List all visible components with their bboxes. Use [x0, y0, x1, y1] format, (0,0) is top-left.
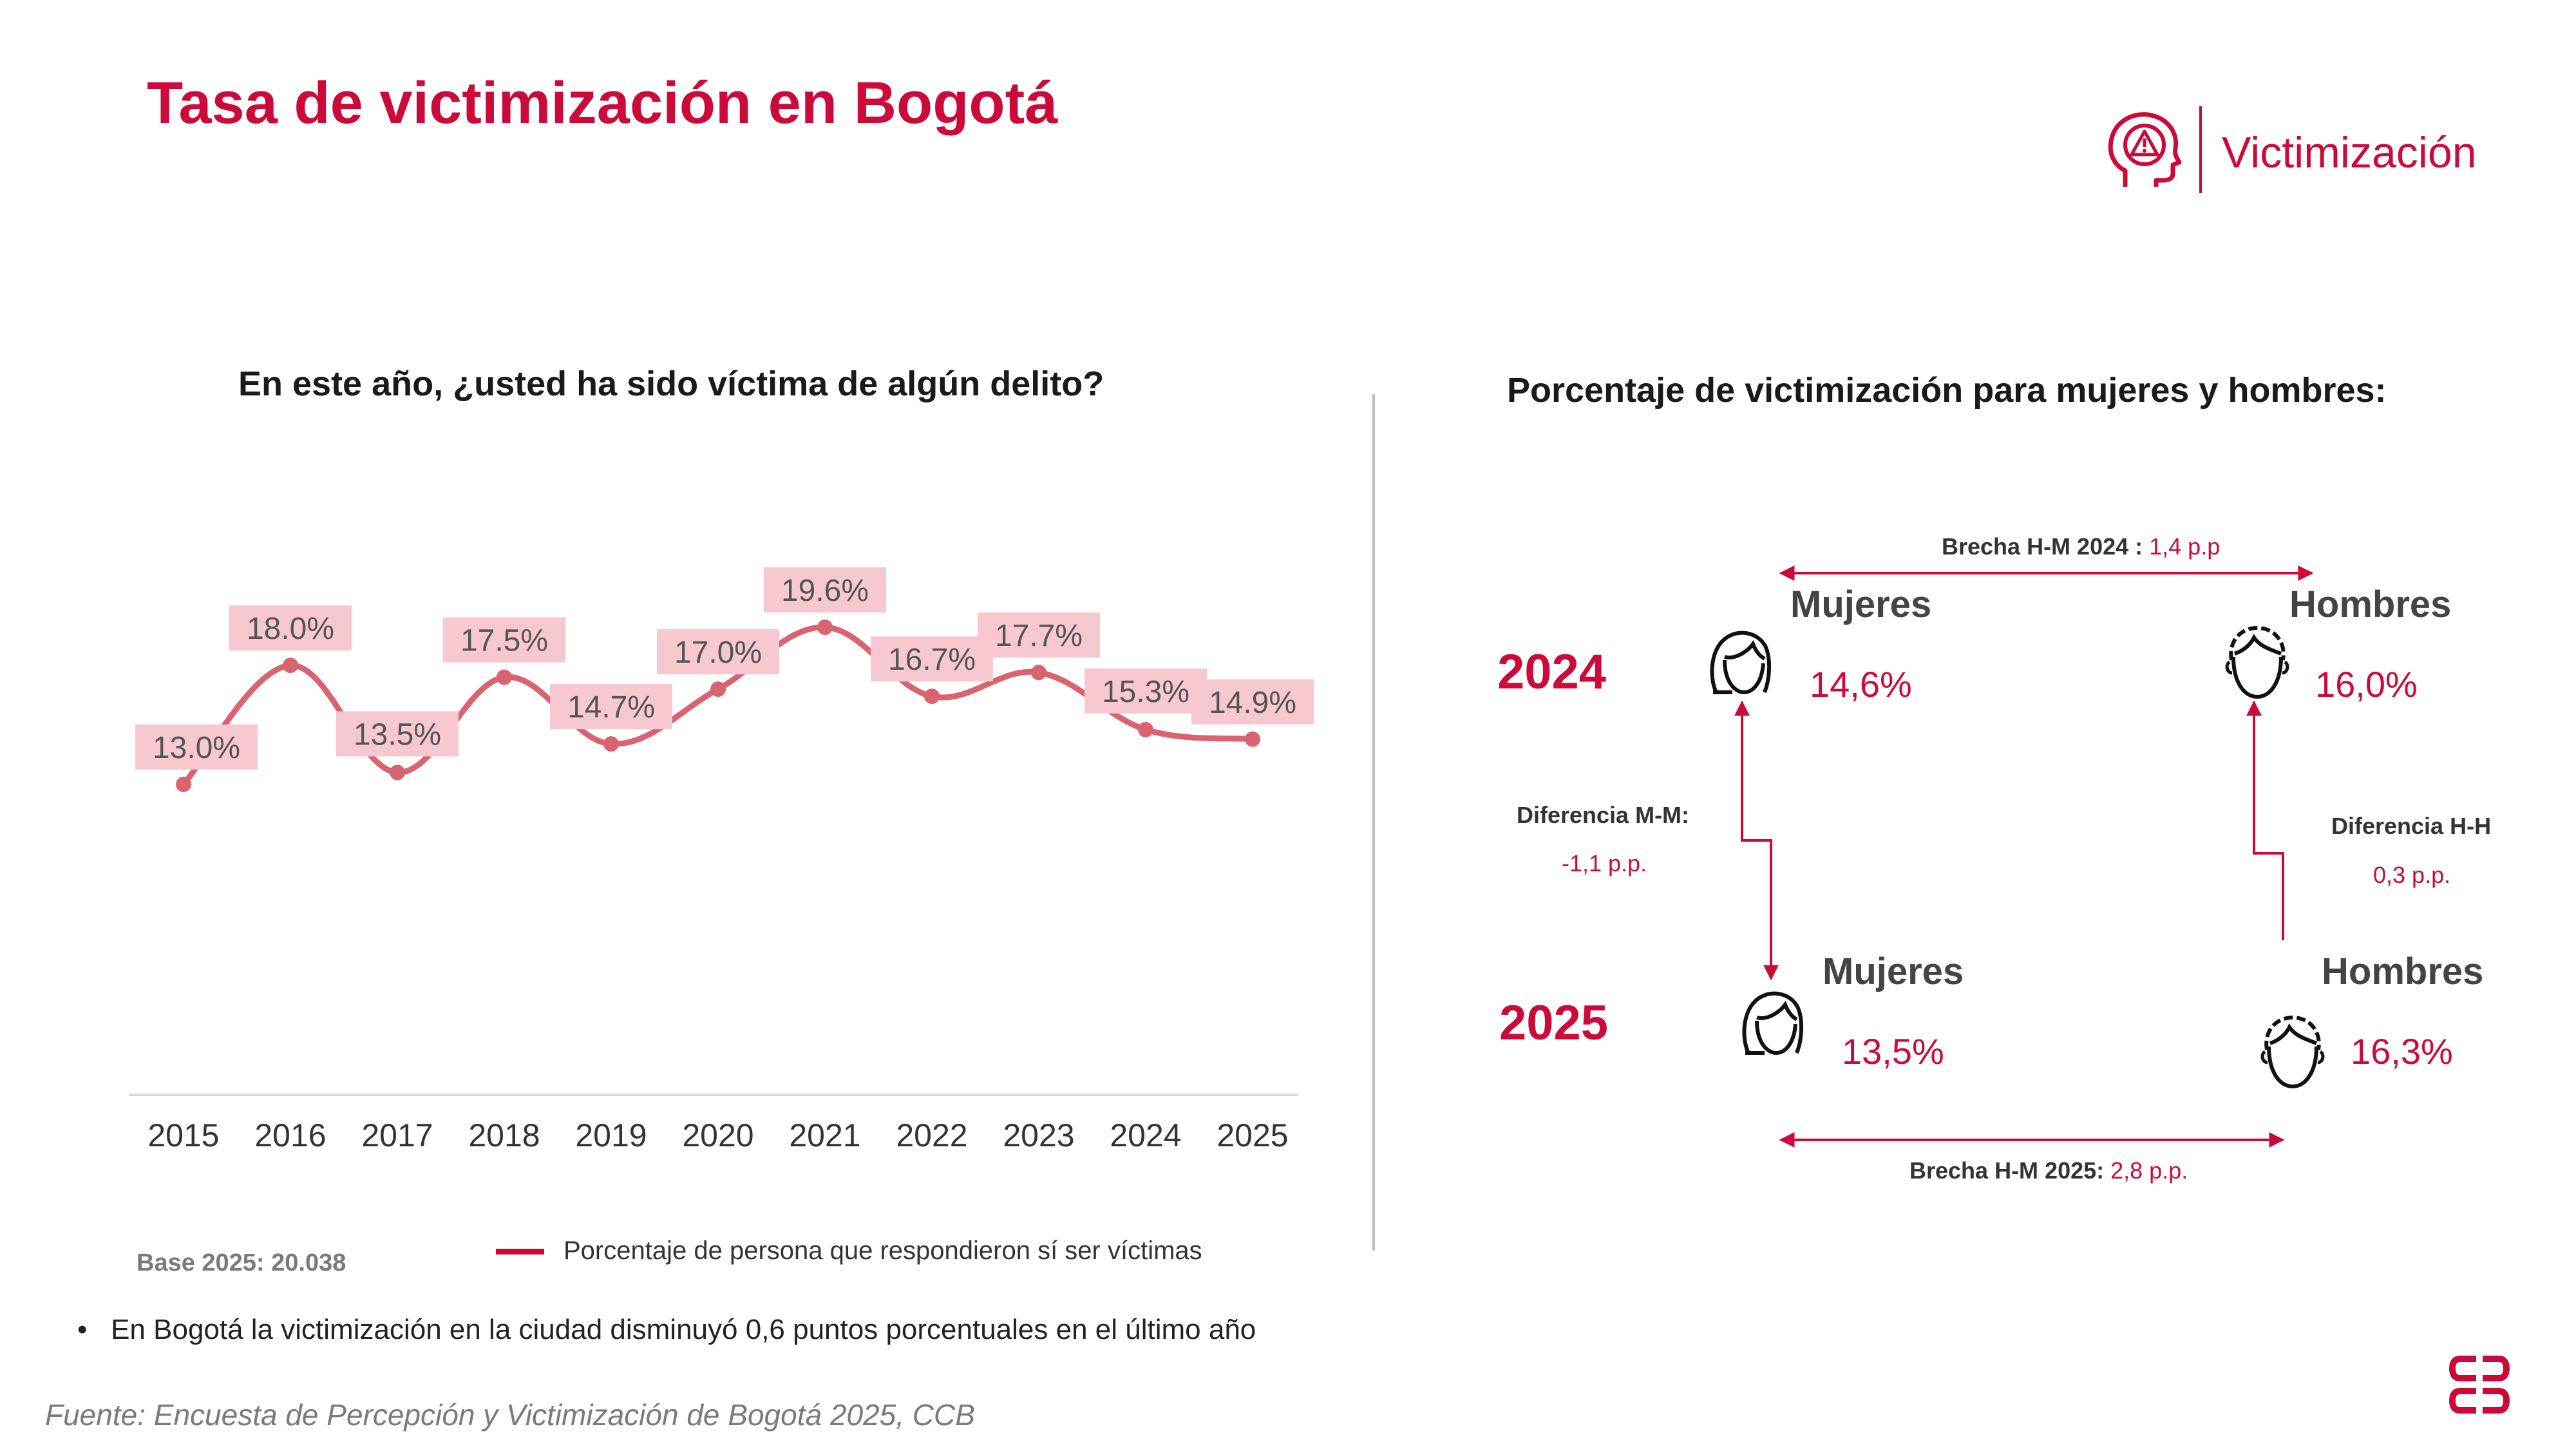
data-label: 13.0% [153, 731, 240, 765]
panel-divider [1372, 394, 1375, 1251]
gender-subtitle: Porcentaje de victimización para mujeres… [1507, 370, 2387, 410]
men-2024-value: 16,0% [2315, 664, 2418, 705]
data-label-bg [1084, 668, 1207, 714]
data-label-bg [871, 636, 993, 682]
data-point [283, 658, 298, 674]
men-2024-label: Hombres [2289, 583, 2452, 625]
data-label: 17.5% [460, 624, 548, 658]
data-point [924, 688, 940, 705]
data-label: 17.7% [995, 619, 1083, 653]
data-label: 14.7% [567, 690, 655, 724]
women-diff-value: -1,1 p.p. [1562, 850, 1647, 876]
gap-2025-title: Brecha H-M 2025: [1909, 1157, 2105, 1184]
data-point [1138, 721, 1153, 737]
data-label: 14.9% [1209, 686, 1296, 720]
data-label-bg [443, 617, 565, 663]
men-diff-label: Diferencia H-H [2331, 813, 2492, 839]
man-icon-2024 [2225, 625, 2289, 699]
legend-label: Porcentaje de persona que respondieron s… [564, 1236, 1202, 1265]
brand-logo-icon [2448, 1356, 2510, 1414]
men-diff-value: 0,3 p.p. [2373, 862, 2451, 888]
x-tick-label: 2022 [896, 1117, 967, 1153]
man-icon-2025 [2260, 1015, 2325, 1089]
data-label: 18.0% [247, 612, 334, 646]
data-label: 19.6% [781, 574, 869, 608]
base-note: Base 2025: 20.038 [137, 1249, 346, 1276]
badge-divider [2199, 106, 2202, 193]
gender-subtitle-text: Porcentaje de victimización para mujeres… [1507, 371, 2375, 410]
chart-subtitle: En este año, ¿usted ha sido víctima de a… [238, 365, 1104, 403]
year-2024-label: 2024 [1497, 645, 1607, 699]
women-2025-label: Mujeres [1823, 951, 1964, 992]
data-point [1031, 665, 1046, 681]
men-2025-value: 16,3% [2351, 1031, 2453, 1072]
summary-bullet: • En Bogotá la victimización en la ciuda… [77, 1314, 1256, 1346]
x-tick-label: 2024 [1110, 1117, 1181, 1153]
data-label: 16.7% [888, 643, 976, 677]
data-point [1245, 731, 1260, 747]
head-warning-icon [2108, 112, 2182, 187]
x-tick-label: 2019 [575, 1117, 647, 1153]
data-label-bg [135, 724, 258, 770]
data-point [390, 764, 405, 781]
legend-swatch [496, 1249, 544, 1255]
x-tick-label: 2021 [789, 1117, 860, 1153]
woman-icon-2024 [1710, 630, 1772, 695]
data-point [497, 669, 512, 685]
x-tick-label: 2023 [1003, 1117, 1074, 1153]
data-point [176, 777, 191, 792]
women-diff-label: Diferencia M-M: [1517, 802, 1690, 828]
data-label-bg [764, 567, 886, 612]
data-label: 17.0% [674, 636, 762, 670]
woman-icon-2025 [1742, 991, 1804, 1056]
year-2025-label: 2025 [1499, 996, 1609, 1050]
x-tick-label: 2025 [1217, 1117, 1288, 1153]
page-title: Tasa de victimización en Bogotá [147, 70, 1058, 136]
line-chart: 13.0% 18.0% 13.5% 17.5% 14.7% 17.0% 19.6% 16.7%… [129, 567, 1314, 1153]
women-diff-arrow [1734, 700, 1779, 981]
gap-2024-title: Brecha H-M 2024 : [1942, 533, 2143, 560]
data-label: 15.3% [1102, 675, 1189, 709]
women-2025-value: 13,5% [1842, 1031, 1944, 1072]
data-label-bg [1191, 679, 1314, 724]
bullet-text: En Bogotá la victimización en la ciudad … [111, 1314, 1256, 1345]
x-tick-label: 2016 [254, 1117, 326, 1153]
data-label-bg [550, 684, 672, 730]
data-label-bg [336, 711, 459, 757]
section-badge: Victimización [2099, 103, 2486, 200]
x-tick-label: 2015 [147, 1117, 219, 1153]
gap-2024-label: Brecha H-M 2024 : 1,4 p.p [1942, 533, 2220, 560]
women-2024-label: Mujeres [1790, 583, 1932, 625]
gender-subtitle-colon: : [2374, 371, 2387, 410]
badge-label: Victimización [2222, 128, 2477, 177]
gap-2025-value: 2,8 p.p. [2104, 1157, 2188, 1184]
data-label-bg [657, 629, 779, 675]
data-point [817, 620, 833, 635]
women-2024-value: 14,6% [1810, 664, 1912, 705]
data-label-bg [978, 612, 1100, 658]
x-tick-label: 2018 [468, 1117, 540, 1153]
data-label: 13.5% [354, 718, 441, 752]
data-label-bg [229, 605, 352, 651]
source-note: Fuente: Encuesta de Percepción y Victimi… [45, 1398, 975, 1432]
x-tick-label: 2020 [682, 1117, 753, 1153]
gap-2024-value: 1,4 p.p [2143, 533, 2221, 560]
men-diff-arrow [2246, 700, 2284, 940]
gap-2025-label: Brecha H-M 2025: 2,8 p.p. [1909, 1157, 2188, 1184]
data-point [603, 736, 619, 752]
bullet-marker: • [77, 1314, 111, 1345]
data-point [710, 681, 726, 697]
men-2025-label: Hombres [2322, 951, 2484, 992]
x-tick-label: 2017 [361, 1117, 433, 1153]
